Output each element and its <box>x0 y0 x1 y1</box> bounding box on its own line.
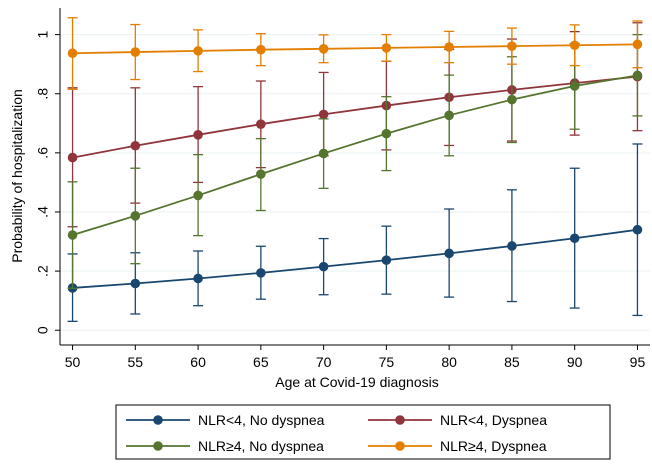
data-point <box>381 43 392 53</box>
data-point <box>507 94 517 105</box>
data-point <box>67 152 78 163</box>
data-point <box>256 119 266 129</box>
legend-label: NLR≥4, Dyspnea <box>440 438 547 454</box>
data-point <box>318 148 329 159</box>
x-tick-label: 60 <box>190 354 206 370</box>
data-point <box>632 70 643 81</box>
legend-item-3: NLR≥4, Dyspnea <box>368 438 547 454</box>
y-tick-label: .8 <box>35 88 51 100</box>
y-tick-label: 1 <box>35 31 51 39</box>
series-3 <box>67 17 643 90</box>
x-tick-label: 70 <box>316 354 332 370</box>
x-tick-label: 65 <box>253 354 269 370</box>
data-point <box>507 241 517 251</box>
tick-labels: 0 .2 .4 .6 .8 1 50 55 60 65 70 75 80 85 90 95 <box>35 31 646 370</box>
data-point <box>130 211 141 221</box>
data-point <box>193 273 203 284</box>
series-line <box>72 228 638 289</box>
data-point <box>130 278 141 289</box>
data-point <box>381 255 392 265</box>
series-line <box>72 43 638 55</box>
legend-label: NLR<4, Dyspnea <box>440 412 547 428</box>
data-point <box>381 128 392 139</box>
data-point <box>569 233 580 244</box>
legend-item-2: NLR≥4, No dyspnea <box>126 438 324 454</box>
y-tick-label: .6 <box>35 147 51 159</box>
legend-label: NLR≥4, No dyspnea <box>198 438 324 454</box>
series-2 <box>67 33 643 289</box>
x-tick-label: 75 <box>379 354 395 370</box>
y-tick-label: 0 <box>35 326 51 334</box>
data-point <box>318 43 329 54</box>
x-tick-label: 50 <box>65 354 81 370</box>
series-line <box>72 74 638 236</box>
gridlines <box>60 34 650 331</box>
data-point <box>444 110 454 121</box>
series-layer <box>67 17 643 323</box>
data-point <box>256 268 266 278</box>
data-point <box>318 261 329 272</box>
legend-item-1: NLR<4, Dyspnea <box>368 412 547 428</box>
legend-swatch-marker <box>153 441 163 451</box>
legend-item-0: NLR<4, No dyspnea <box>126 412 325 428</box>
axes <box>55 8 650 350</box>
legend: NLR<4, No dyspnea NLR<4, Dyspnea NLR≥4, No… <box>115 404 611 460</box>
legend-label: NLR<4, No dyspnea <box>198 412 325 428</box>
data-point <box>569 40 580 51</box>
legend-swatch-marker <box>153 415 163 425</box>
x-tick-label: 90 <box>567 354 583 370</box>
data-point <box>444 42 454 52</box>
data-point <box>130 140 141 151</box>
data-point <box>193 130 203 140</box>
data-point <box>67 230 78 240</box>
data-point <box>632 39 643 50</box>
data-point <box>318 109 329 120</box>
y-tick-label: .4 <box>35 206 51 218</box>
legend-swatch-marker <box>395 441 405 451</box>
series-line <box>72 75 638 159</box>
legend-box <box>115 404 611 460</box>
data-point <box>193 190 203 201</box>
data-point <box>67 48 78 59</box>
y-tick-label: .2 <box>35 265 51 277</box>
data-point <box>507 41 517 51</box>
data-point <box>130 47 141 57</box>
x-tick-label: 95 <box>630 354 646 370</box>
x-tick-label: 55 <box>128 354 144 370</box>
data-point <box>444 248 454 259</box>
data-point <box>632 224 643 235</box>
y-axis-title: Probability of hospitalization <box>9 89 25 263</box>
x-tick-label: 80 <box>441 354 457 370</box>
x-tick-label: 85 <box>504 354 520 370</box>
data-point <box>256 44 266 55</box>
data-point <box>193 46 203 56</box>
data-point <box>256 169 266 179</box>
x-axis-title: Age at Covid-19 diagnosis <box>275 374 438 390</box>
data-point <box>569 81 580 91</box>
legend-swatch-marker <box>395 415 405 425</box>
